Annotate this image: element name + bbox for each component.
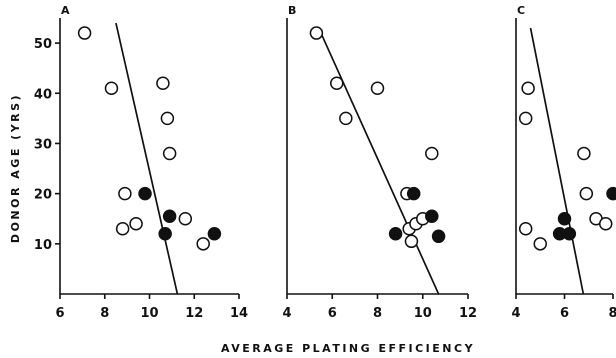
open-point (339, 111, 353, 126)
x-tick-label: 14 (230, 306, 248, 321)
panel-label: A (61, 4, 70, 17)
open-point (162, 146, 177, 161)
x-tick-label: 12 (459, 306, 477, 321)
open-point (521, 81, 535, 96)
x-tick-label: 6 (328, 306, 337, 321)
filled-point (388, 227, 403, 241)
open-point (370, 81, 385, 96)
x-tick-label: 10 (140, 306, 158, 321)
open-point (77, 26, 92, 40)
x-tick-label: 12 (185, 306, 203, 321)
filled-point (431, 229, 446, 244)
x-tick-label: 4 (282, 306, 291, 321)
open-point (196, 237, 210, 251)
open-point (404, 234, 419, 249)
y-tick-label: 20 (34, 188, 52, 203)
open-point (425, 146, 439, 161)
open-point (178, 211, 193, 226)
open-point (156, 76, 170, 90)
filled-point (606, 186, 616, 201)
open-point (115, 222, 130, 236)
x-tick-label: 10 (414, 306, 432, 321)
panel-a: A 6 8 10 12 14 10 20 30 40 50 (34, 4, 248, 321)
filled-point (557, 211, 572, 226)
open-point (160, 111, 175, 126)
panel-b: B 4 6 8 10 12 (282, 4, 477, 321)
open-point (518, 222, 533, 236)
x-tick-label: 6 (55, 306, 64, 321)
open-point (533, 237, 547, 251)
open-point (579, 186, 594, 201)
filled-point (406, 186, 421, 201)
filled-point (158, 227, 172, 241)
panel-label: B (288, 4, 296, 17)
panel-label: C (517, 4, 525, 17)
filled-point (138, 186, 152, 201)
y-tick-label: 40 (34, 87, 52, 102)
y-axis-title: DONOR AGE (YRS) (9, 93, 22, 243)
trend-line (320, 32, 440, 294)
trend-line (529, 27, 585, 294)
filled-point (562, 227, 577, 241)
x-axis-title: AVERAGE PLATING EFFICIENCY (221, 342, 475, 355)
open-point (598, 216, 613, 231)
filled-point (162, 209, 177, 223)
x-tick-label: 8 (100, 306, 109, 321)
open-point (518, 111, 533, 126)
filled-point (425, 209, 439, 223)
filled-point (207, 227, 222, 241)
x-tick-label: 8 (373, 306, 382, 321)
open-point (577, 146, 591, 161)
x-tick-label: 4 (511, 306, 520, 321)
open-point (118, 186, 132, 201)
y-tick-label: 10 (34, 238, 52, 253)
open-point (309, 26, 324, 40)
panel-c: C 4 6 8 (511, 4, 616, 321)
trend-line (115, 22, 179, 294)
open-point (129, 216, 143, 231)
open-point (330, 76, 344, 90)
y-tick-label: 30 (34, 137, 52, 152)
x-tick-label: 8 (608, 306, 616, 321)
x-tick-label: 6 (560, 306, 569, 321)
y-tick-label: 50 (34, 37, 52, 52)
open-point (104, 81, 119, 96)
